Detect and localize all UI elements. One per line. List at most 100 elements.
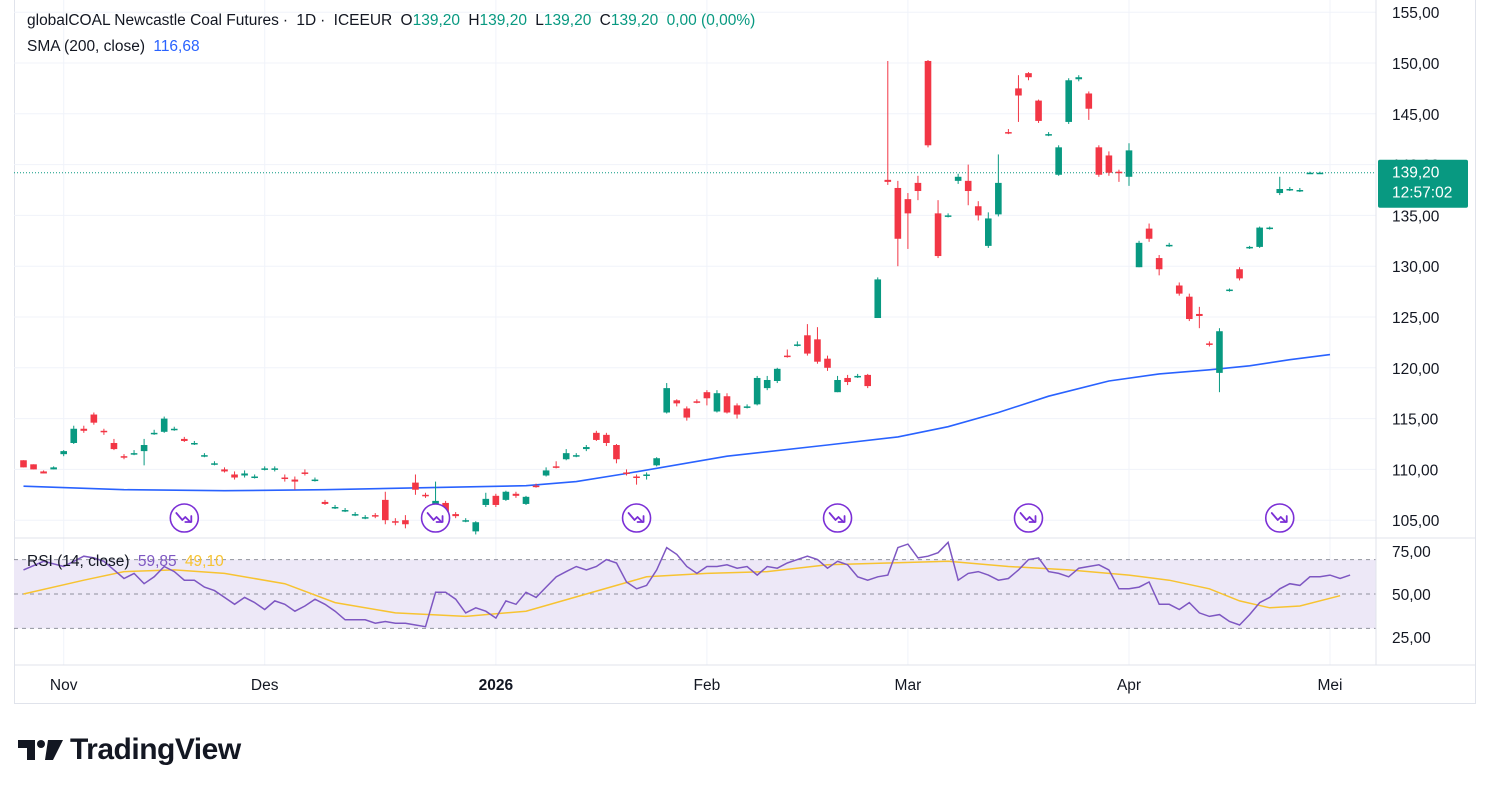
rsi-pane[interactable]: [14, 540, 1376, 629]
candle[interactable]: [150, 429, 158, 435]
candle[interactable]: [1055, 145, 1062, 176]
candle[interactable]: [995, 154, 1002, 217]
candle[interactable]: [954, 173, 962, 184]
candle[interactable]: [412, 474, 419, 495]
candle[interactable]: [703, 390, 711, 406]
candle[interactable]: [181, 436, 188, 442]
candle[interactable]: [593, 430, 600, 441]
candle[interactable]: [70, 425, 78, 444]
candle[interactable]: [643, 472, 650, 480]
candle[interactable]: [241, 470, 248, 478]
candle[interactable]: [291, 476, 299, 490]
candle[interactable]: [763, 375, 771, 391]
candle[interactable]: [1095, 145, 1103, 177]
candle[interactable]: [1286, 186, 1294, 192]
candle[interactable]: [130, 450, 138, 456]
candle[interactable]: [472, 521, 480, 535]
candle[interactable]: [160, 416, 168, 433]
candle[interactable]: [794, 341, 801, 347]
candle[interactable]: [1246, 245, 1253, 249]
chart-canvas[interactable]: 155,00150,00145,00140,00135,00130,00125,…: [0, 0, 1491, 704]
candle[interactable]: [100, 428, 108, 435]
candle[interactable]: [50, 466, 57, 470]
dividend-arrow-icon[interactable]: [621, 503, 652, 533]
candle[interactable]: [1236, 267, 1243, 281]
candle[interactable]: [361, 515, 369, 520]
dividend-arrow-icon[interactable]: [420, 503, 451, 533]
candle[interactable]: [773, 367, 781, 384]
candle[interactable]: [1186, 293, 1193, 322]
candle[interactable]: [974, 201, 982, 221]
candle[interactable]: [663, 383, 670, 414]
candle[interactable]: [341, 508, 349, 513]
candle[interactable]: [884, 60, 892, 185]
candle[interactable]: [60, 450, 67, 457]
candle[interactable]: [512, 491, 520, 498]
candle[interactable]: [834, 375, 841, 393]
dividend-arrow-icon[interactable]: [822, 503, 853, 533]
candle[interactable]: [1266, 226, 1273, 230]
candle[interactable]: [653, 457, 660, 467]
candle[interactable]: [1075, 75, 1083, 82]
candle[interactable]: [964, 164, 972, 206]
candle[interactable]: [723, 393, 731, 414]
candle[interactable]: [733, 403, 741, 419]
candle[interactable]: [1206, 341, 1213, 347]
brand[interactable]: TradingView: [18, 733, 241, 767]
candle[interactable]: [80, 425, 88, 433]
candle[interactable]: [914, 175, 922, 201]
candle[interactable]: [402, 515, 409, 529]
symbol-title[interactable]: globalCOAL Newcastle Coal Futures: [27, 12, 279, 29]
candle[interactable]: [1105, 151, 1113, 176]
candle[interactable]: [532, 483, 540, 488]
candle[interactable]: [492, 493, 500, 507]
candle[interactable]: [1145, 223, 1153, 242]
candles-layer[interactable]: [20, 59, 1324, 535]
candle[interactable]: [1065, 78, 1072, 124]
candle[interactable]: [562, 449, 570, 461]
candle[interactable]: [603, 432, 610, 447]
candle[interactable]: [1155, 255, 1163, 276]
candle[interactable]: [864, 373, 871, 389]
candle[interactable]: [231, 471, 238, 480]
candle[interactable]: [1125, 143, 1133, 186]
candle[interactable]: [673, 399, 681, 407]
candle[interactable]: [894, 180, 902, 267]
candle[interactable]: [482, 492, 490, 507]
events-layer[interactable]: [169, 503, 1295, 533]
candle[interactable]: [251, 474, 258, 479]
candle[interactable]: [1035, 99, 1042, 123]
candle[interactable]: [1015, 75, 1022, 122]
candle[interactable]: [371, 513, 379, 519]
candle[interactable]: [20, 460, 27, 468]
candle[interactable]: [1296, 187, 1304, 193]
candle[interactable]: [1256, 226, 1263, 248]
candle[interactable]: [683, 406, 691, 421]
candle[interactable]: [261, 466, 268, 471]
candle[interactable]: [1196, 306, 1203, 329]
candle[interactable]: [1175, 282, 1183, 296]
candle[interactable]: [301, 469, 309, 476]
candle[interactable]: [281, 474, 289, 482]
candle[interactable]: [1115, 169, 1123, 182]
rsi-label[interactable]: RSI (14, close): [27, 553, 130, 570]
candle[interactable]: [844, 374, 851, 386]
candle[interactable]: [221, 467, 228, 473]
candle[interactable]: [382, 491, 389, 525]
candle[interactable]: [452, 512, 459, 519]
candle[interactable]: [321, 499, 329, 505]
candle[interactable]: [140, 438, 148, 466]
candle[interactable]: [1226, 288, 1233, 292]
candle[interactable]: [40, 470, 47, 474]
sma-label[interactable]: SMA (200, close): [27, 38, 146, 55]
candle[interactable]: [583, 445, 590, 452]
candle[interactable]: [170, 426, 178, 431]
candle[interactable]: [824, 355, 831, 371]
candle[interactable]: [633, 474, 640, 485]
candle[interactable]: [1216, 328, 1223, 393]
candle[interactable]: [191, 440, 198, 446]
candle[interactable]: [110, 438, 118, 451]
candle[interactable]: [90, 412, 98, 425]
candle[interactable]: [201, 453, 208, 458]
candle[interactable]: [1085, 91, 1093, 120]
